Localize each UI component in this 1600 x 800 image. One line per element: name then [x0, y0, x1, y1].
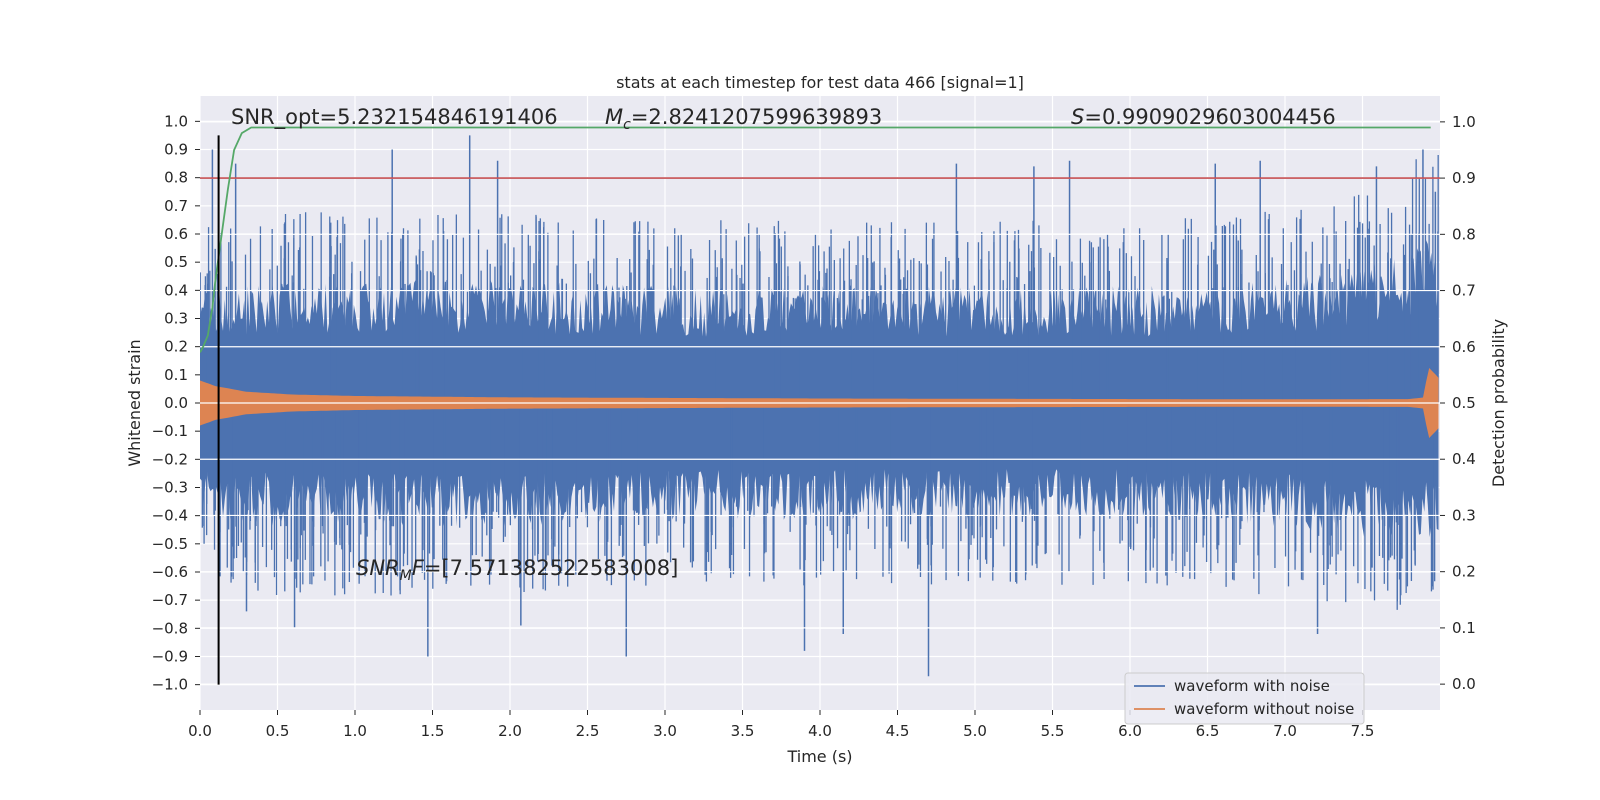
- snr-mf-symbol: SNR: [356, 556, 400, 580]
- x-tick-label: 6.0: [1118, 722, 1142, 740]
- y-tick-label: 0.5: [164, 253, 188, 271]
- y2-tick-label: 0.3: [1452, 506, 1476, 524]
- y2-tick-label: 0.4: [1452, 450, 1476, 468]
- y-tick-label: 0.6: [164, 225, 188, 243]
- chart-title: stats at each timestep for test data 466…: [616, 73, 1024, 92]
- y-tick-label: 0.4: [164, 281, 188, 299]
- legend-label-clean: waveform without noise: [1174, 700, 1354, 718]
- x-tick-label: 4.0: [808, 722, 832, 740]
- x-tick-label: 2.5: [576, 722, 600, 740]
- y-tick-label: 0.2: [164, 338, 188, 356]
- y-tick-label: −0.8: [152, 619, 188, 637]
- s-symbol: S: [1071, 105, 1084, 129]
- y2-axis-ticks: 1.0 0.9 0.8 0.7 0.6 0.5 0.4 0.3 0.2 0.1 0.0: [1440, 113, 1476, 693]
- chirp-mass-value: =2.8241207599639893: [631, 105, 882, 129]
- chirp-mass-annotation: Mc=2.8241207599639893: [605, 105, 882, 133]
- y-tick-label: 0.0: [164, 394, 188, 412]
- x-tick-label: 3.0: [653, 722, 677, 740]
- y2-axis-label: Detection probability: [1489, 319, 1508, 487]
- s-annotation: S=0.9909029603004456: [1071, 105, 1336, 129]
- x-tick-label: 6.5: [1196, 722, 1220, 740]
- y2-tick-label: 0.7: [1452, 282, 1476, 300]
- legend-box: [1124, 672, 1365, 725]
- snr-mf-annotation: SNRMF=[7.571382522583008]: [356, 556, 678, 584]
- y-tick-label: −1.0: [152, 676, 188, 694]
- x-tick-label: 3.5: [731, 722, 755, 740]
- y-tick-label: −0.9: [152, 647, 188, 665]
- detection-probability-line: [200, 126, 1431, 353]
- y2-tick-label: 0.0: [1452, 675, 1476, 693]
- x-tick-label: 5.0: [963, 722, 987, 740]
- x-tick-label: 7.5: [1351, 722, 1375, 740]
- y-tick-label: 0.9: [164, 141, 188, 159]
- y-tick-label: −0.5: [152, 535, 188, 553]
- y2-tick-label: 0.1: [1452, 619, 1476, 637]
- y-tick-label: −0.6: [152, 563, 188, 581]
- y-tick-label: −0.4: [152, 507, 188, 525]
- x-tick-label: 1.5: [421, 722, 445, 740]
- y2-tick-label: 0.6: [1452, 338, 1476, 356]
- y2-tick-label: 0.2: [1452, 563, 1476, 581]
- y-tick-label: 1.0: [164, 112, 188, 130]
- y-tick-label: −0.3: [152, 478, 188, 496]
- y-tick-label: 0.1: [164, 366, 188, 384]
- y-tick-label: 0.7: [164, 197, 188, 215]
- snr-mf-value: =[7.571382522583008]: [424, 556, 678, 580]
- y-tick-label: −0.7: [152, 591, 188, 609]
- y-tick-label: 0.8: [164, 169, 188, 187]
- snr-mf-italic-f: F: [412, 556, 425, 580]
- legend: waveform with noise waveform without noi…: [1124, 672, 1365, 725]
- x-tick-label: 4.5: [886, 722, 910, 740]
- y-tick-label: −0.1: [152, 422, 188, 440]
- s-value: =0.9909029603004456: [1084, 105, 1335, 129]
- y2-tick-label: 0.9: [1452, 169, 1476, 187]
- x-tick-label: 0.0: [188, 722, 212, 740]
- x-tick-label: 2.0: [498, 722, 522, 740]
- x-axis-ticks: 0.0 0.5 1.0 1.5 2.0 2.5 3.0 3.5 4.0 4.5 5.0 5.5 6.0 6…: [188, 710, 1374, 740]
- y-axis-label: Whitened strain: [125, 339, 144, 466]
- x-tick-label: 7.0: [1273, 722, 1297, 740]
- y-tick-label: −0.2: [152, 450, 188, 468]
- x-axis-label: Time (s): [786, 747, 852, 766]
- x-tick-label: 5.5: [1041, 722, 1065, 740]
- x-tick-label: 1.0: [343, 722, 367, 740]
- snr-mf-subscript: M: [400, 568, 412, 584]
- y-axis-ticks: 1.0 0.9 0.8 0.7 0.6 0.5 0.4 0.3 0.2 0.1 0.0 −0.1 −0.…: [152, 112, 200, 694]
- y2-tick-label: 0.8: [1452, 225, 1476, 243]
- y2-tick-label: 0.5: [1452, 394, 1476, 412]
- right-axis-gridlines: [200, 121, 1440, 685]
- snr-opt-annotation: SNR_opt=5.232154846191406: [231, 105, 558, 130]
- y2-tick-label: 1.0: [1452, 113, 1476, 131]
- chirp-mass-subscript: c: [623, 117, 631, 133]
- x-tick-label: 0.5: [266, 722, 290, 740]
- legend-label-noisy: waveform with noise: [1174, 677, 1330, 695]
- chirp-mass-symbol: M: [605, 105, 623, 129]
- y-tick-label: 0.3: [164, 310, 188, 328]
